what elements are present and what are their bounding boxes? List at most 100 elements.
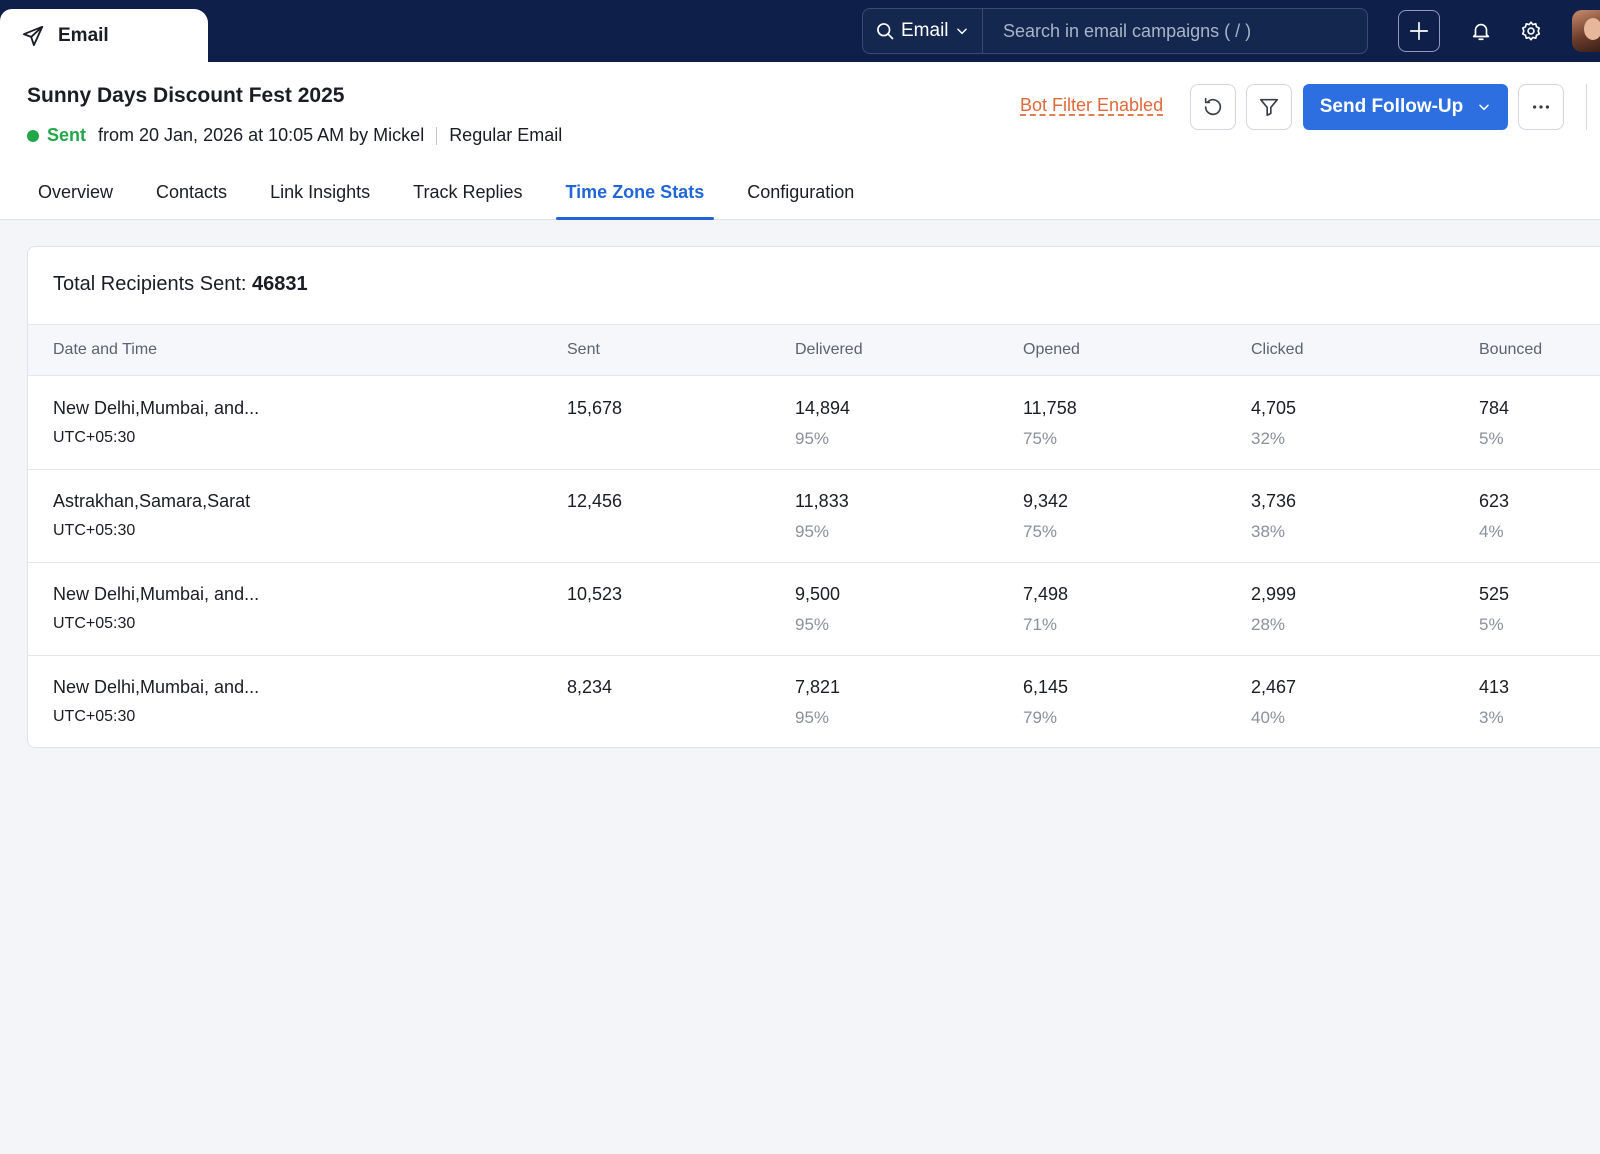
clicked-count: 2,467: [1251, 677, 1297, 697]
total-recipients: Total Recipients Sent: 46831: [53, 273, 308, 296]
column-header-delivered: Delivered: [795, 341, 863, 358]
app-tab-email[interactable]: Email: [0, 9, 208, 63]
bounced-percent: 5%: [1479, 429, 1504, 448]
opened-count: 6,145: [1023, 677, 1069, 697]
bell-icon: [1470, 20, 1492, 42]
top-bar: Email Email: [0, 0, 1600, 63]
notifications-button[interactable]: [1460, 10, 1502, 52]
clicked-percent: 40%: [1251, 708, 1286, 727]
tab-track-replies[interactable]: Track Replies: [413, 181, 523, 202]
column-header-clicked: Clicked: [1251, 341, 1304, 358]
tab-time-zone-stats[interactable]: Time Zone Stats: [546, 168, 725, 220]
table-row: Astrakhan,Samara,Sarat UTC+05:30 12,456 …: [28, 470, 1600, 563]
search-input[interactable]: [983, 9, 1367, 53]
table-row: New Delhi,Mumbai, and... UTC+05:30 10,52…: [28, 563, 1600, 656]
refresh-icon: [1202, 96, 1224, 118]
column-header-date-time: Date and Time: [53, 341, 158, 358]
tab-contacts[interactable]: Contacts: [156, 181, 228, 202]
sent-count: 15,678: [567, 398, 623, 418]
app-tab-label: Email: [58, 25, 109, 46]
delivered-count: 9,500: [795, 584, 841, 604]
zone-offset: UTC+05:30: [53, 522, 136, 539]
gear-icon: [1520, 20, 1542, 42]
bounced-count: 623: [1479, 491, 1510, 511]
filter-button[interactable]: [1246, 84, 1292, 130]
table-row: New Delhi,Mumbai, and... UTC+05:30 8,234…: [28, 656, 1600, 749]
campaign-meta: Sent from 20 Jan, 2026 at 10:05 AM by Mi…: [27, 125, 562, 146]
chevron-down-icon: [1477, 100, 1491, 114]
clicked-percent: 28%: [1251, 615, 1286, 634]
filter-icon: [1258, 96, 1280, 118]
delivered-percent: 95%: [795, 429, 830, 448]
refresh-button[interactable]: [1190, 84, 1236, 130]
bounced-count: 784: [1479, 398, 1510, 418]
avatar[interactable]: [1572, 10, 1600, 52]
delivered-count: 7,821: [795, 677, 841, 697]
bounced-percent: 4%: [1479, 522, 1504, 541]
tab-link-insights[interactable]: Link Insights: [270, 181, 371, 202]
opened-percent: 75%: [1023, 429, 1058, 448]
bounced-count: 525: [1479, 584, 1510, 604]
total-recipients-label: Total Recipients Sent:: [53, 273, 247, 295]
send-follow-up-label: Send Follow-Up: [1319, 96, 1464, 117]
more-icon: [1530, 96, 1552, 118]
divider: [436, 126, 438, 145]
delivered-count: 14,894: [795, 398, 851, 418]
campaign-tabs: Overview Contacts Link Insights Track Re…: [18, 168, 877, 220]
search-bar: Email: [862, 8, 1368, 54]
column-header-sent: Sent: [567, 341, 600, 358]
add-button[interactable]: [1398, 10, 1440, 52]
opened-count: 7,498: [1023, 584, 1069, 604]
zone-name: New Delhi,Mumbai, and...: [53, 398, 260, 418]
status-dot-icon: [27, 129, 39, 142]
campaign-type: Regular Email: [449, 125, 563, 145]
page-title: Sunny Days Discount Fest 2025: [27, 84, 345, 107]
search-scope-label: Email: [901, 20, 949, 41]
opened-percent: 79%: [1023, 708, 1058, 727]
search-scope-dropdown[interactable]: Email: [863, 9, 983, 53]
opened-count: 9,342: [1023, 491, 1069, 511]
zone-name: New Delhi,Mumbai, and...: [53, 584, 260, 604]
zone-offset: UTC+05:30: [53, 429, 136, 446]
search-icon: [875, 21, 895, 41]
clicked-count: 4,705: [1251, 398, 1297, 418]
sent-count: 8,234: [567, 677, 613, 697]
table-header: Date and Time Sent Delivered Opened Clic…: [28, 324, 1600, 376]
send-follow-up-button[interactable]: Send Follow-Up: [1303, 84, 1508, 130]
tab-overview[interactable]: Overview: [38, 181, 114, 202]
delivered-percent: 95%: [795, 615, 830, 634]
campaign-header: Sunny Days Discount Fest 2025 Sent from …: [0, 62, 1600, 220]
opened-count: 11,758: [1023, 398, 1077, 418]
more-button[interactable]: [1518, 84, 1564, 130]
clicked-percent: 38%: [1251, 522, 1286, 541]
bounced-percent: 5%: [1479, 615, 1504, 634]
column-header-bounced: Bounced: [1479, 341, 1543, 358]
zone-name: New Delhi,Mumbai, and...: [53, 677, 260, 697]
bounced-count: 413: [1479, 677, 1510, 697]
delivered-percent: 95%: [795, 708, 830, 727]
plus-icon: [1408, 20, 1430, 42]
sent-info: from 20 Jan, 2026 at 10:05 AM by Mickel: [98, 125, 425, 145]
tab-configuration[interactable]: Configuration: [747, 181, 855, 202]
zone-offset: UTC+05:30: [53, 708, 136, 725]
chevron-down-icon: [955, 24, 969, 38]
zone-offset: UTC+05:30: [53, 615, 136, 632]
table-row: New Delhi,Mumbai, and... UTC+05:30 15,67…: [28, 377, 1600, 470]
sent-count: 12,456: [567, 491, 623, 511]
bot-filter-link[interactable]: Bot Filter Enabled: [1020, 95, 1164, 115]
settings-button[interactable]: [1510, 10, 1552, 52]
time-zone-stats-card: Total Recipients Sent: 46831 Date and Ti…: [27, 246, 1600, 748]
sent-count: 10,523: [567, 584, 623, 604]
total-recipients-value: 46831: [252, 273, 308, 295]
opened-percent: 75%: [1023, 522, 1058, 541]
divider: [1586, 84, 1587, 130]
status-badge: Sent: [47, 125, 87, 145]
clicked-percent: 32%: [1251, 429, 1286, 448]
paper-plane-icon: [22, 25, 44, 47]
delivered-percent: 95%: [795, 522, 830, 541]
delivered-count: 11,833: [795, 491, 849, 511]
clicked-count: 3,736: [1251, 491, 1297, 511]
bounced-percent: 3%: [1479, 708, 1504, 727]
clicked-count: 2,999: [1251, 584, 1297, 604]
zone-name: Astrakhan,Samara,Sarat: [53, 491, 251, 511]
